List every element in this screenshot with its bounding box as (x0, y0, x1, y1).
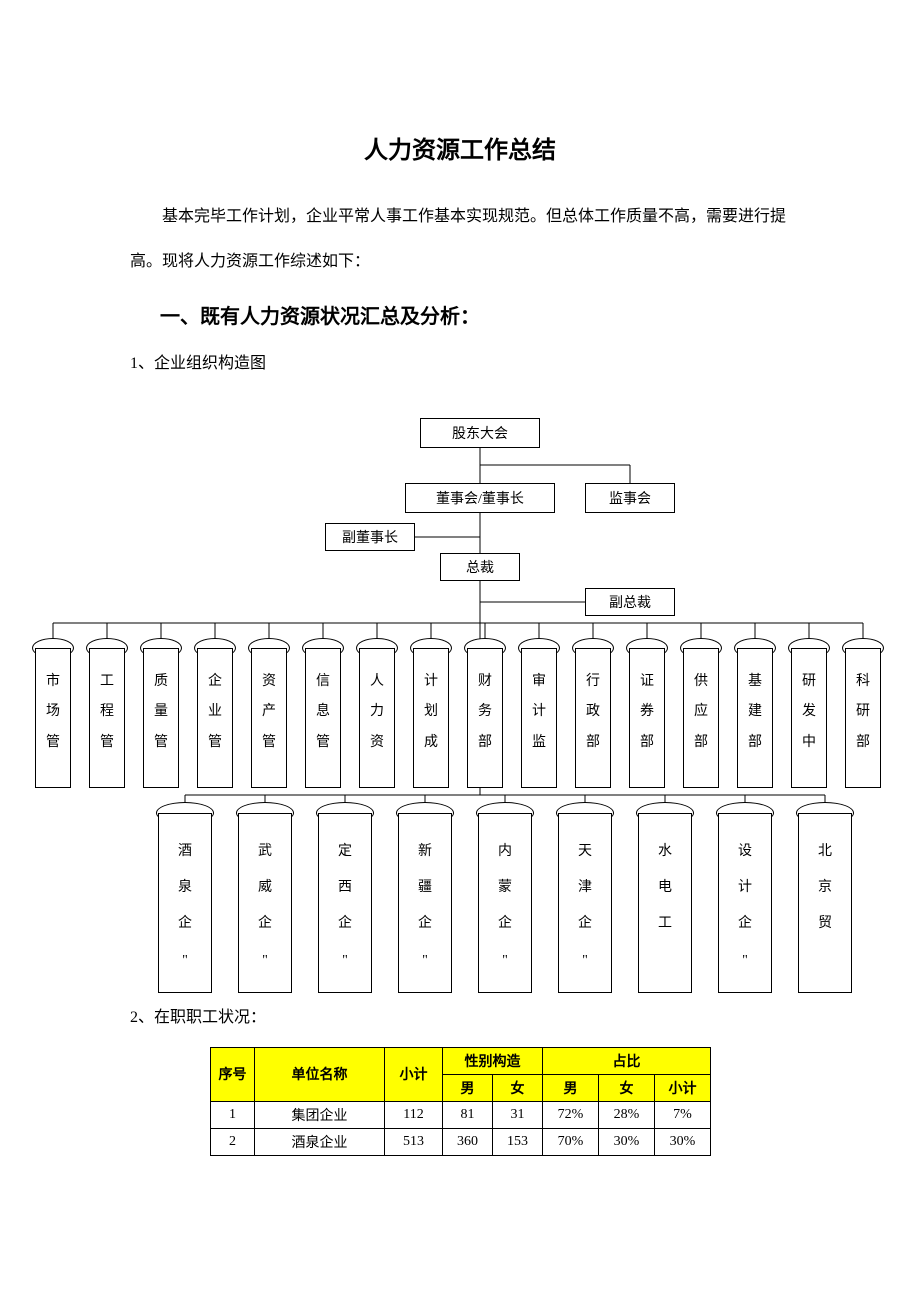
sub-box-6: 水电工 (638, 813, 692, 993)
dept-box-2: 质量管 (143, 648, 179, 788)
cell-f: 31 (493, 1101, 543, 1128)
dept-box-13: 基建部 (737, 648, 773, 788)
dept-box-12: 供应部 (683, 648, 719, 788)
table-row: 1集团企业112813172%28%7% (211, 1101, 711, 1128)
org-node-4: 总裁 (440, 553, 520, 581)
cell-m: 360 (443, 1128, 493, 1155)
th-index: 序号 (211, 1047, 255, 1101)
dept-box-4: 资产管 (251, 648, 287, 788)
cell-f: 153 (493, 1128, 543, 1155)
dept-box-10: 行政部 (575, 648, 611, 788)
sub-box-4: 内蒙企" (478, 813, 532, 993)
th-ratio-sub: 小计 (655, 1074, 711, 1101)
org-node-0: 股东大会 (420, 418, 540, 448)
th-subtotal: 小计 (385, 1047, 443, 1101)
sub-box-2: 定西企" (318, 813, 372, 993)
cell-m: 81 (443, 1101, 493, 1128)
intro-paragraph: 基本完毕工作计划，企业平常人事工作基本实现规范。但总体工作质量不高，需要进行提高… (130, 195, 790, 285)
employee-table: 序号 单位名称 小计 性别构造 占比 男 女 男 女 小计 1集团企业11281… (210, 1047, 711, 1156)
cell-name: 集团企业 (255, 1101, 385, 1128)
cell-rs: 7% (655, 1101, 711, 1128)
th-gender: 性别构造 (443, 1047, 543, 1074)
section-heading-1: 一、既有人力资源状况汇总及分析： (160, 300, 890, 329)
th-ratio-female: 女 (599, 1074, 655, 1101)
sub-box-1: 武威企" (238, 813, 292, 993)
sub-box-8: 北京贸 (798, 813, 852, 993)
cell-idx: 2 (211, 1128, 255, 1155)
sub-box-0: 酒泉企" (158, 813, 212, 993)
doc-title: 人力资源工作总结 (30, 130, 890, 165)
dept-box-11: 证券部 (629, 648, 665, 788)
cell-sub: 112 (385, 1101, 443, 1128)
cell-rm: 70% (543, 1128, 599, 1155)
employee-table-wrap: 序号 单位名称 小计 性别构造 占比 男 女 男 女 小计 1集团企业11281… (210, 1047, 890, 1156)
sub-heading-1: 1、企业组织构造图 (130, 349, 890, 373)
table-row: 2酒泉企业51336015370%30%30% (211, 1128, 711, 1155)
cell-rm: 72% (543, 1101, 599, 1128)
th-ratio: 占比 (543, 1047, 711, 1074)
th-female: 女 (493, 1074, 543, 1101)
dept-box-6: 人力资 (359, 648, 395, 788)
th-name: 单位名称 (255, 1047, 385, 1101)
dept-box-1: 工程管 (89, 648, 125, 788)
cell-rf: 28% (599, 1101, 655, 1128)
sub-box-5: 天津企" (558, 813, 612, 993)
cell-rf: 30% (599, 1128, 655, 1155)
dept-box-15: 科研部 (845, 648, 881, 788)
org-node-1: 董事会/董事长 (405, 483, 555, 513)
dept-box-7: 计划成 (413, 648, 449, 788)
cell-rs: 30% (655, 1128, 711, 1155)
org-node-5: 副总裁 (585, 588, 675, 616)
cell-sub: 513 (385, 1128, 443, 1155)
th-ratio-male: 男 (543, 1074, 599, 1101)
org-node-3: 副董事长 (325, 523, 415, 551)
table-body: 1集团企业112813172%28%7%2酒泉企业51336015370%30%… (211, 1101, 711, 1155)
sub-box-3: 新疆企" (398, 813, 452, 993)
sub-heading-2: 2、在职职工状况： (130, 1003, 890, 1027)
th-male: 男 (443, 1074, 493, 1101)
dept-box-5: 信息管 (305, 648, 341, 788)
sub-box-7: 设计企" (718, 813, 772, 993)
dept-box-9: 审计监 (521, 648, 557, 788)
org-node-2: 监事会 (585, 483, 675, 513)
dept-box-14: 研发中 (791, 648, 827, 788)
dept-box-8: 财务部 (467, 648, 503, 788)
org-chart: 股东大会董事会/董事长监事会副董事长总裁副总裁市场管工程管质量管企业管资产管信息… (25, 393, 895, 993)
cell-idx: 1 (211, 1101, 255, 1128)
cell-name: 酒泉企业 (255, 1128, 385, 1155)
dept-box-0: 市场管 (35, 648, 71, 788)
dept-box-3: 企业管 (197, 648, 233, 788)
